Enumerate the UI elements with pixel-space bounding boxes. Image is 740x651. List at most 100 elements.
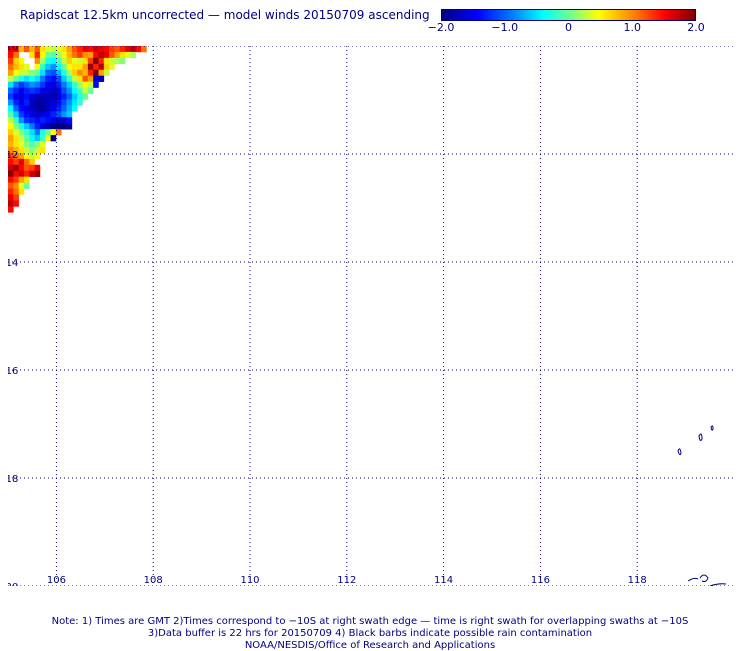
swath-cell — [50, 46, 57, 53]
swath-cell — [23, 75, 30, 82]
swath-cell — [61, 111, 67, 118]
swath-cell — [8, 194, 14, 201]
swath-cell — [23, 105, 30, 112]
swath-cell — [50, 111, 57, 118]
swath-cell — [13, 99, 19, 106]
swath-cell — [23, 99, 30, 106]
swath-cell — [39, 46, 46, 53]
swath-cell — [50, 123, 57, 130]
latitude-label: -12 — [8, 150, 18, 161]
swath-cell — [61, 75, 67, 82]
longitude-label: 116 — [531, 575, 550, 586]
swath-cell — [13, 158, 19, 166]
swath-cell — [55, 105, 62, 112]
swath-cell — [8, 111, 14, 118]
swath-cell — [13, 135, 19, 142]
swath-cell — [55, 81, 62, 88]
swath-cell — [18, 146, 25, 154]
swath-cell — [55, 129, 62, 136]
swath-cell — [13, 182, 19, 189]
swath-cell — [77, 51, 83, 59]
swath-cell — [93, 75, 99, 82]
swath-cell — [23, 158, 30, 166]
swath-cell — [13, 188, 19, 195]
swath-cell — [13, 117, 19, 124]
swath-cell — [93, 81, 99, 88]
swath-cell — [93, 63, 99, 71]
longitude-label: 110 — [240, 575, 259, 586]
swath-cell — [114, 46, 121, 53]
swath-cell — [39, 111, 46, 118]
swath-cell — [77, 93, 83, 100]
swath-cell — [13, 93, 19, 100]
swath-cell — [93, 69, 99, 76]
swath-cell — [29, 158, 35, 166]
swath-cell — [50, 93, 57, 100]
swath-cell — [71, 93, 78, 100]
swath-cell — [77, 46, 83, 53]
swath-cell — [66, 87, 73, 94]
swath-cell — [55, 57, 62, 65]
swath-cell — [61, 123, 67, 130]
swath-cell — [29, 81, 35, 88]
map-plot: 106 108 110 112 114 116 118 -10 -12 -14 -16 -18 -20 — [8, 46, 734, 586]
swath-cell — [87, 63, 94, 71]
swath-cell — [23, 164, 30, 172]
swath-cell — [39, 57, 46, 65]
swath-cell — [29, 129, 35, 136]
swath-cell — [82, 57, 89, 65]
swath-cell — [50, 69, 57, 76]
swath-cell — [61, 117, 67, 124]
swath-cell — [8, 158, 14, 166]
swath-cell — [34, 51, 41, 59]
island-outline — [710, 425, 714, 431]
swath-cell — [66, 105, 73, 112]
swath-cell — [8, 51, 14, 59]
swath-cell — [13, 81, 19, 88]
swath-cell — [18, 46, 25, 53]
swath-cell — [8, 176, 14, 183]
swath-cell — [55, 99, 62, 106]
swath-cell — [45, 69, 51, 76]
swath-cell — [29, 146, 35, 154]
swath-cell — [13, 69, 19, 76]
swath-cell — [103, 63, 110, 71]
latitude-label: -10 — [8, 46, 18, 53]
swath-cell — [29, 164, 35, 172]
swath-cell — [71, 57, 78, 65]
colorbar-tick-label: 2.0 — [687, 21, 705, 34]
swath-cell — [13, 57, 19, 65]
swath-cell — [55, 75, 62, 82]
swath-cell — [8, 93, 14, 100]
map-title: Rapidscat 12.5km uncorrected — model win… — [20, 8, 430, 22]
swath-cell — [98, 57, 105, 65]
swath-cell — [66, 69, 73, 76]
swath-cell — [34, 69, 41, 76]
swath-cell — [23, 146, 30, 154]
swath-cell — [109, 57, 115, 65]
swath-cell — [93, 46, 99, 53]
swath-cell — [18, 57, 25, 65]
swath-cell — [82, 93, 89, 100]
swath-cell — [13, 51, 19, 59]
swath-cell — [18, 158, 25, 166]
swath-cell — [39, 63, 46, 71]
swath-cell — [61, 105, 67, 112]
longitude-label: 106 — [47, 575, 66, 586]
swath-cell — [114, 51, 121, 59]
swath-cell — [71, 99, 78, 106]
swath-cell — [55, 93, 62, 100]
swath-cell — [39, 146, 46, 154]
swath-cell — [61, 99, 67, 106]
grid-lines — [8, 46, 734, 586]
swath-cell — [55, 117, 62, 124]
swath-cell — [45, 57, 51, 65]
swath-cell — [18, 135, 25, 142]
swath-cell — [82, 63, 89, 71]
swath-cell — [98, 46, 105, 53]
swath-cell — [34, 105, 41, 112]
colorbar: −2.0 −1.0 0 1.0 2.0 — [428, 9, 705, 39]
swath-cell — [55, 63, 62, 71]
swath-cell — [39, 129, 46, 136]
swath-cell — [34, 170, 41, 177]
